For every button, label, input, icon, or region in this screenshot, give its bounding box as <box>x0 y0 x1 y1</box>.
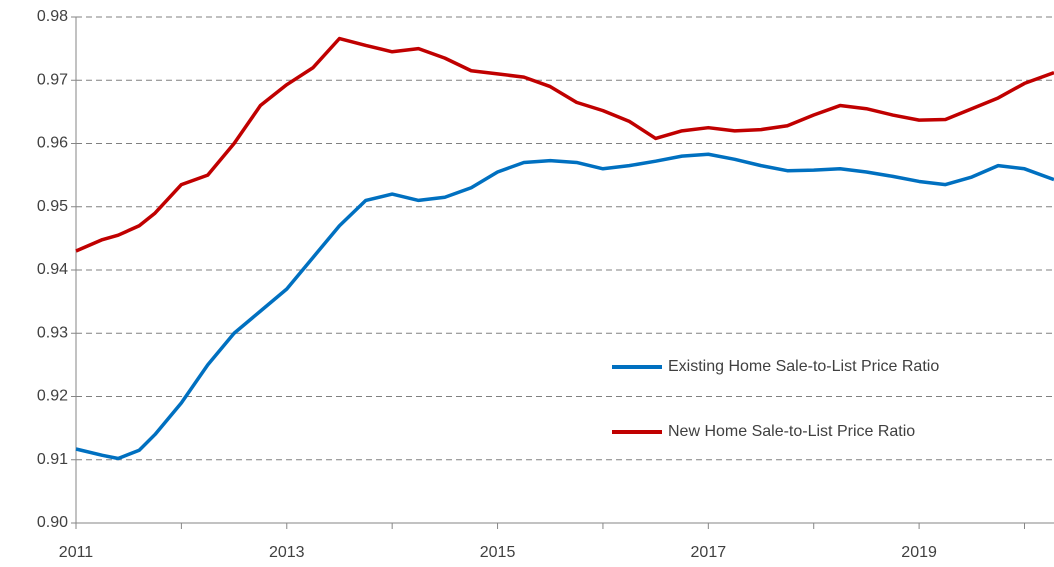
y-tick-label: 0.93 <box>37 324 68 341</box>
y-tick-label: 0.94 <box>37 261 68 278</box>
x-tick-label: 2019 <box>901 544 937 561</box>
x-tick-label: 2015 <box>480 544 516 561</box>
y-tick-label: 0.91 <box>37 451 68 468</box>
y-tick-label: 0.97 <box>37 71 68 88</box>
y-tick-label: 0.90 <box>37 514 68 531</box>
legend-label: Existing Home Sale-to-List Price Ratio <box>668 358 939 375</box>
y-tick-label: 0.95 <box>37 198 68 215</box>
y-tick-label: 0.92 <box>37 388 68 405</box>
series-line <box>75 36 1054 253</box>
series-line <box>75 152 1054 461</box>
x-tick-label: 2013 <box>269 544 305 561</box>
legend-label: New Home Sale-to-List Price Ratio <box>668 423 915 440</box>
y-tick-label: 0.98 <box>37 8 68 25</box>
x-tick-label: 2011 <box>59 544 94 561</box>
y-tick-label: 0.96 <box>37 135 68 152</box>
x-tick-label: 2017 <box>691 544 727 561</box>
